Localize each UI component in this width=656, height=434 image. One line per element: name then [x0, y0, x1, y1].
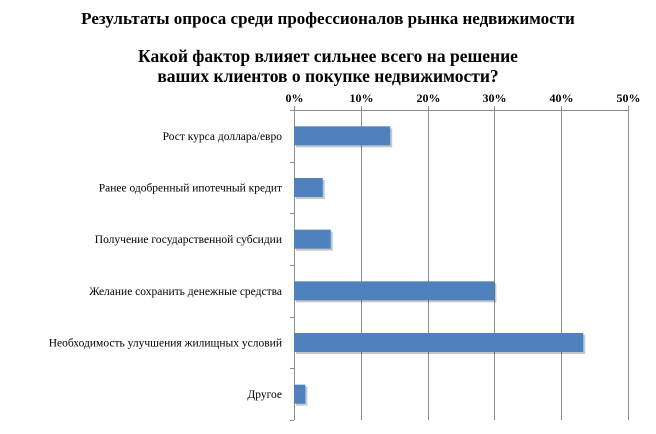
x-tick-label: 50% — [617, 91, 641, 105]
category-label: Другое — [247, 389, 282, 401]
bar — [294, 126, 391, 146]
bar — [294, 229, 331, 249]
bars — [294, 126, 586, 406]
category-labels: Рост курса доллара/евро Ранее одобренный … — [49, 131, 283, 401]
bar — [294, 333, 584, 352]
x-axis-ticks: 0% 10% 20% 30% 40% 50% — [286, 91, 641, 105]
x-tick-label: 40% — [550, 91, 574, 105]
category-label: Желание сохранить денежные средства — [89, 286, 282, 298]
category-label: Ранее одобренный ипотечный кредит — [99, 183, 282, 195]
question-line-2: ваших клиентов о покупке недвижимости? — [157, 66, 499, 86]
category-label: Получение государственной субсидии — [95, 234, 282, 246]
x-tick-label: 0% — [286, 91, 304, 105]
category-label: Рост курса доллара/евро — [163, 131, 283, 143]
x-tick-label: 30% — [483, 91, 507, 105]
gridlines — [290, 106, 629, 421]
bar — [294, 178, 323, 197]
bar — [294, 384, 306, 404]
category-label: Необходимость улучшения жилищных условий — [49, 338, 282, 350]
bar — [294, 281, 495, 301]
chart-question: Какой фактор влияет сильнее всего на реш… — [0, 46, 656, 86]
x-tick-label: 10% — [350, 91, 374, 105]
chart-title: Результаты опроса среди профессионалов р… — [81, 9, 575, 28]
question-line-1: Какой фактор влияет сильнее всего на реш… — [138, 46, 518, 66]
x-tick-label: 20% — [417, 91, 441, 105]
